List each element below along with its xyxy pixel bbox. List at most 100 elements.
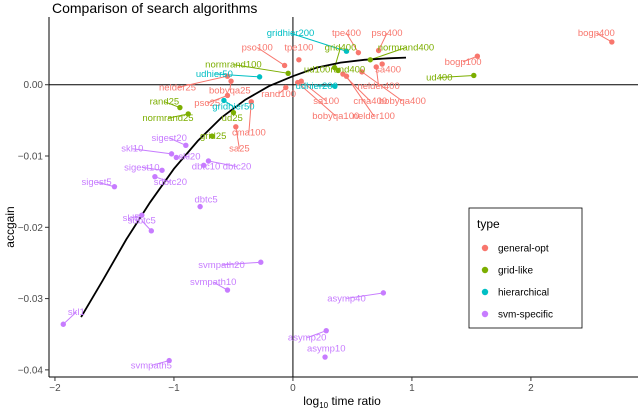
- label-connector: [62, 311, 77, 325]
- label-connector: [164, 101, 181, 109]
- x-tick-label: −2: [49, 383, 61, 394]
- point-label-normrand100: normrand100: [205, 60, 262, 71]
- legend-box: [468, 207, 583, 329]
- x-tick-label: 2: [528, 383, 534, 394]
- legend-title: type: [477, 217, 500, 231]
- point-label-nelder400: nelder400: [357, 81, 399, 92]
- label-connector: [96, 181, 115, 188]
- point-nelder100: [343, 73, 350, 79]
- legend-swatch-general-opt: [481, 244, 489, 252]
- point-label-sdbtc20: sdbtc20: [154, 177, 187, 188]
- y-axis: 0.00 −0.01 −0.02 −0.03 −0.04: [18, 80, 49, 376]
- point-bogp400: [609, 39, 615, 45]
- label-connector: [207, 94, 228, 104]
- point-label-skl10: skl10: [121, 144, 143, 155]
- label-connector: [235, 126, 240, 149]
- x-tick-label: 1: [409, 383, 415, 394]
- point-labels: bogp400 bogp100 tpe400 pso400 pso100 tpe100 ne…: [68, 28, 615, 371]
- point-label-cma400: cma400: [353, 96, 387, 107]
- trend-line: [80, 56, 407, 318]
- point-label-bobyqa25: bobyqa25: [209, 85, 251, 96]
- point-svmpath20: [258, 259, 264, 265]
- point-dbtc20: [205, 158, 212, 164]
- label-connector: [596, 32, 613, 43]
- y-tick-label: −0.02: [18, 223, 44, 234]
- point-label-ud25: ud25: [222, 113, 243, 124]
- legend-swatch-hierarchical: [481, 288, 489, 296]
- point-label-normrand25: normrand25: [142, 113, 193, 124]
- point-rand25: [177, 104, 183, 111]
- point-label-sigest20: sigest20: [151, 133, 186, 144]
- point-tpe400: [355, 49, 362, 56]
- point-label-bobyqa100: bobyqa100: [312, 111, 359, 122]
- point-label-skl1: skl1: [68, 307, 85, 318]
- label-connector: [151, 360, 170, 366]
- label-connector: [346, 32, 359, 53]
- y-tick-label: −0.03: [18, 294, 44, 305]
- point-ud25: [230, 109, 237, 116]
- legend-swatch-grid-like: [481, 266, 489, 274]
- y-tick-label: −0.04: [18, 365, 44, 376]
- point-pso25: [224, 92, 231, 99]
- point-skl20: [173, 154, 180, 161]
- point-label-nelder100: nelder100: [353, 111, 395, 122]
- label-connector: [248, 101, 252, 133]
- point-label-sa400: sa400: [375, 65, 401, 76]
- point-label-skl20: skl20: [178, 152, 200, 163]
- point-svmpath5: [166, 357, 172, 364]
- label-connector: [361, 71, 403, 102]
- legend-entries: general-opt grid-like hierarchical svm-spec…: [481, 244, 553, 321]
- point-tpe100: [296, 57, 302, 63]
- point-bobyqa400: [359, 69, 365, 75]
- point-label-ud400: ud400: [426, 72, 452, 83]
- point-label-normrand400: normrand400: [378, 43, 435, 54]
- point-pso400: [375, 47, 382, 54]
- point-label-sigest10: sigest10: [124, 162, 159, 173]
- point-label-sdbtc5: sdbtc5: [128, 216, 156, 227]
- point-label-rand100: rand100: [261, 89, 296, 100]
- point-label-ud100rand400: ud100rand400: [304, 65, 365, 76]
- legend-label-svm-specific: svm-specific: [498, 310, 553, 321]
- label-connector: [378, 33, 388, 51]
- point-bogp100: [474, 53, 481, 59]
- point-label-bogp400: bogp400: [578, 28, 615, 39]
- label-connector: [297, 82, 337, 117]
- point-nelder25: [224, 73, 231, 79]
- point-label-svmpath20: svmpath20: [198, 260, 244, 271]
- point-svmpath10: [224, 287, 231, 293]
- point-skl10: [168, 151, 175, 157]
- point-label-sa25: sa25: [229, 144, 250, 155]
- point-normrand25: [185, 111, 191, 117]
- point-label-tpe100: tpe100: [284, 43, 313, 54]
- point-dbtc5: [197, 203, 203, 210]
- point-label-dbtc20: dbtc20: [223, 162, 252, 173]
- label-connector: [141, 166, 163, 171]
- point-asymp20: [323, 327, 329, 334]
- label-connector: [208, 160, 238, 168]
- point-label-pso400: pso400: [371, 28, 402, 39]
- point-nelder400: [373, 64, 379, 70]
- legend-swatch-svm-specific: [481, 310, 489, 318]
- legend-label-grid-like: grid-like: [498, 266, 533, 277]
- point-sa25: [233, 124, 239, 130]
- point-label-gridhier200: gridhier200: [267, 28, 315, 39]
- point-normrand400: [367, 57, 373, 63]
- label-connector: [214, 73, 260, 78]
- point-label-svmpath5: svmpath5: [131, 360, 172, 371]
- label-connector: [290, 32, 347, 52]
- point-label-grid25: grid25: [200, 131, 226, 142]
- point-gridhier50: [221, 97, 227, 104]
- point-label-grid400: grid400: [325, 43, 357, 54]
- plot-panel: [48, 17, 638, 378]
- point-pso100: [281, 62, 288, 69]
- label-connector: [375, 66, 380, 87]
- y-tick-label: 0.00: [24, 80, 44, 91]
- point-skl5: [139, 212, 145, 218]
- legend-label-hierarchical: hierarchical: [498, 288, 549, 299]
- y-tick-label: −0.01: [18, 152, 44, 163]
- x-axis-title: log10 time ratio: [303, 394, 381, 410]
- label-connector: [307, 330, 327, 339]
- point-label-sigest5: sigest5: [82, 177, 112, 188]
- label-connector: [154, 176, 171, 183]
